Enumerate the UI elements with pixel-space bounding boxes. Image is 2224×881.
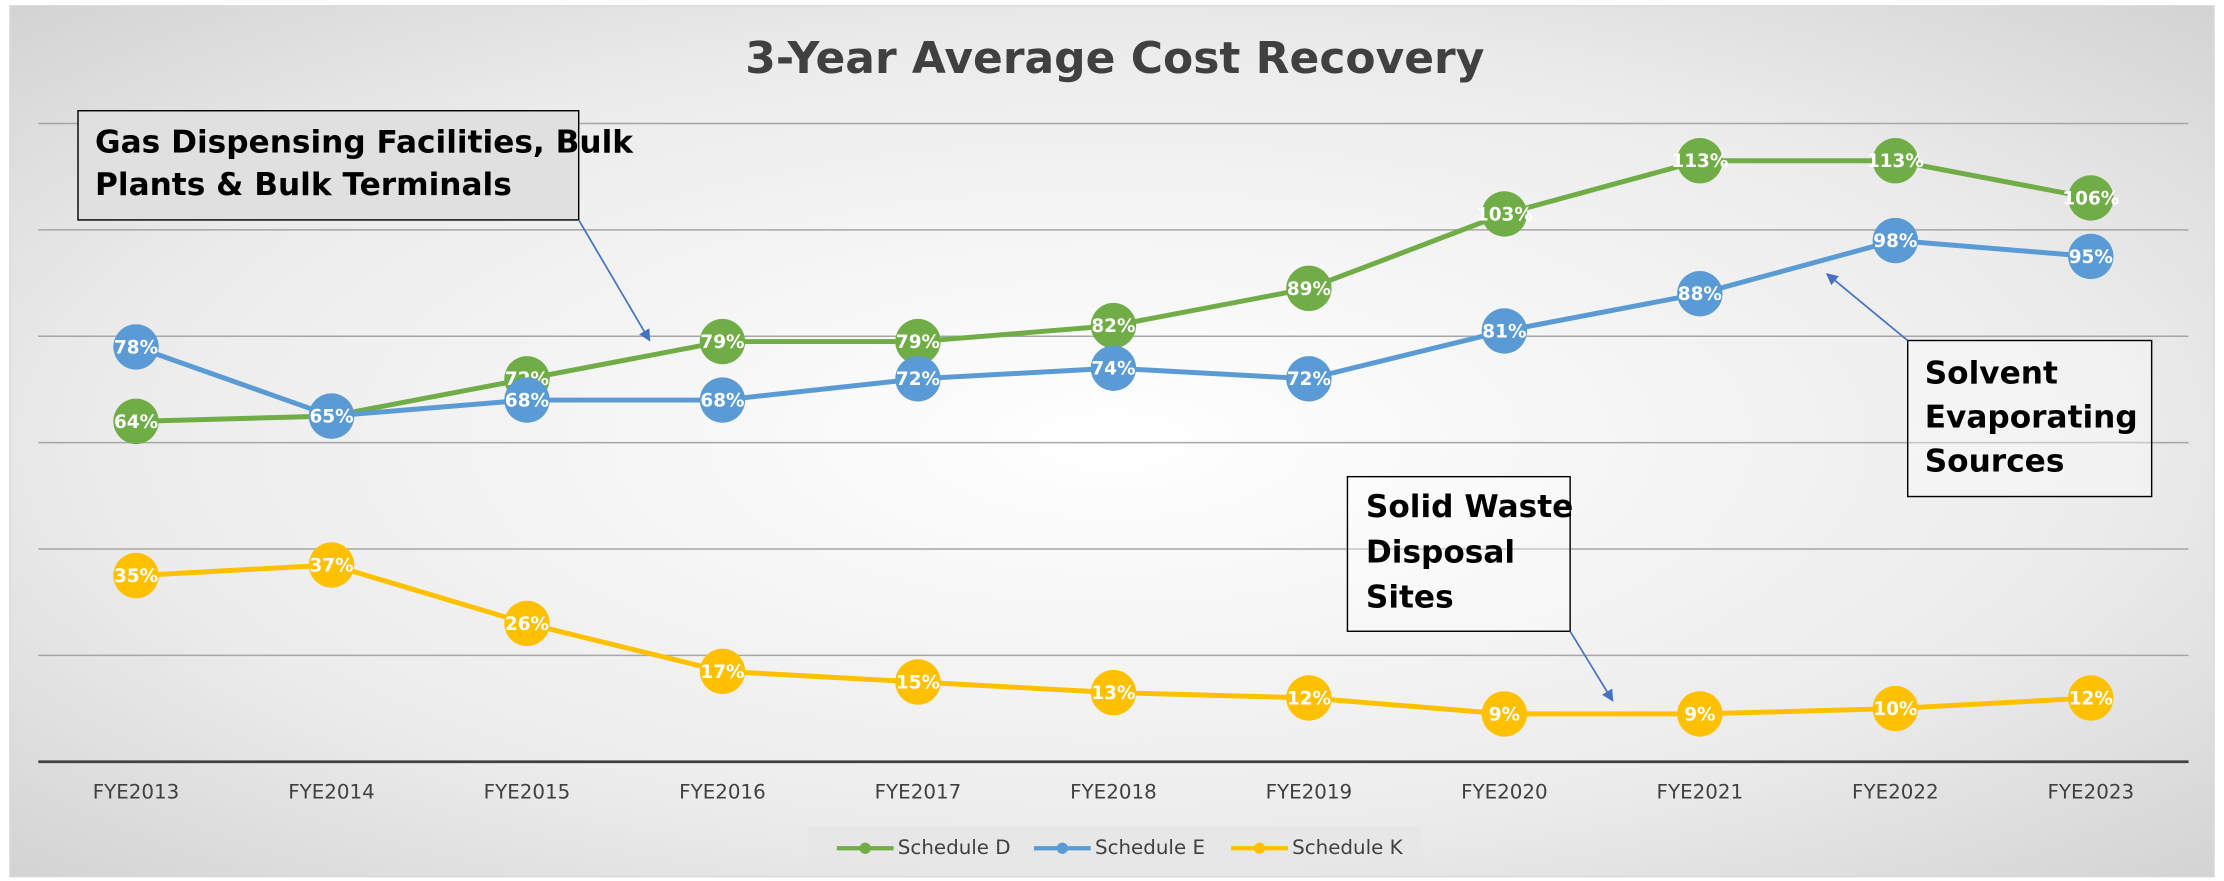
x-tick-label: FYE2020 <box>1461 780 1548 803</box>
data-point <box>1872 217 1919 264</box>
legend-label: Schedule D <box>898 836 1011 859</box>
data-label: 82% <box>1091 316 1135 337</box>
legend-label: Schedule K <box>1292 836 1403 859</box>
data-label: 9% <box>1684 704 1715 725</box>
legend-marker <box>1056 842 1069 854</box>
data-label: 72% <box>896 369 940 390</box>
annotation-text: Solvent <box>1925 356 2058 392</box>
data-label: 81% <box>1482 321 1526 342</box>
data-label: 103% <box>1476 204 1533 225</box>
data-point <box>113 398 159 445</box>
annotation-arrow <box>1825 273 1909 342</box>
annotation-box <box>1346 475 1571 632</box>
data-point <box>1090 302 1137 349</box>
data-label: 79% <box>896 332 940 353</box>
data-point <box>699 377 746 423</box>
data-point <box>1286 265 1332 312</box>
annotation-text: Gas Dispensing Facilities, Bulk <box>95 124 634 160</box>
data-label: 106% <box>2062 188 2119 209</box>
data-label: 113% <box>1671 151 1728 172</box>
legend-label: Schedule E <box>1095 836 1205 859</box>
data-label: 68% <box>700 390 744 411</box>
x-tick-label: FYE2013 <box>93 780 180 803</box>
x-tick-label: FYE2018 <box>1070 780 1157 803</box>
data-label: 88% <box>1678 284 1722 305</box>
data-label: 35% <box>114 566 158 587</box>
data-point <box>1872 685 1919 732</box>
legend-box <box>808 827 1422 870</box>
data-label: 65% <box>309 406 353 427</box>
data-point <box>113 324 159 370</box>
data-point <box>1090 345 1137 391</box>
data-label: 15% <box>896 672 940 693</box>
data-point <box>1286 356 1332 402</box>
data-label: 89% <box>1287 279 1331 300</box>
data-point <box>113 552 159 599</box>
data-point <box>1090 669 1137 716</box>
chart-title: 3-Year Average Cost Recovery <box>745 33 1484 84</box>
data-point <box>2068 233 2114 280</box>
x-tick-label: FYE2022 <box>1852 780 1939 803</box>
data-point <box>1677 691 1723 737</box>
data-label: 64% <box>114 412 158 433</box>
data-point <box>2068 175 2114 221</box>
data-point <box>308 542 355 588</box>
data-point <box>895 659 941 705</box>
annotation-arrow <box>1569 630 1614 702</box>
data-point <box>1481 691 1528 737</box>
data-label: 72% <box>1287 369 1331 390</box>
x-tick-label: FYE2019 <box>1266 780 1353 803</box>
data-label: 17% <box>700 662 744 683</box>
data-label: 13% <box>1091 683 1135 704</box>
x-tick-label: FYE2014 <box>288 780 375 803</box>
data-label: 74% <box>1091 359 1135 380</box>
data-label: 26% <box>505 614 549 635</box>
data-point <box>895 356 941 402</box>
annotation-text: Disposal <box>1366 534 1515 570</box>
legend-marker <box>1253 842 1266 854</box>
x-tick-label: FYE2023 <box>2048 780 2135 803</box>
annotation-text: Sites <box>1366 580 1454 616</box>
data-point <box>1481 308 1528 354</box>
data-point <box>308 393 355 439</box>
data-point <box>2068 675 2114 721</box>
annotation-text: Evaporating <box>1925 400 2138 436</box>
legend-marker <box>859 842 871 854</box>
data-point <box>699 318 746 365</box>
data-label: 9% <box>1489 704 1520 725</box>
data-point <box>699 648 746 695</box>
x-tick-label: FYE2016 <box>679 780 766 803</box>
data-label: 79% <box>700 332 744 353</box>
data-label: 95% <box>2069 247 2113 268</box>
data-point <box>504 377 550 423</box>
data-point <box>1677 138 1723 184</box>
data-point <box>504 600 550 647</box>
annotation-text: Solid Waste <box>1366 489 1573 525</box>
annotation-box <box>1906 339 2153 498</box>
x-tick-label: FYE2021 <box>1657 780 1744 803</box>
annotation-text: Sources <box>1925 443 2065 479</box>
data-label: 12% <box>1287 688 1331 709</box>
x-tick-label: FYE2015 <box>484 780 571 803</box>
annotation-text: Plants & Bulk Terminals <box>95 167 512 203</box>
data-point <box>1677 271 1723 317</box>
data-label: 98% <box>1873 231 1917 252</box>
data-label: 68% <box>505 390 549 411</box>
data-point <box>1872 138 1919 184</box>
data-label: 78% <box>114 337 158 358</box>
data-point <box>895 318 941 365</box>
data-label: 12% <box>2069 688 2113 709</box>
x-tick-label: FYE2017 <box>875 780 962 803</box>
annotation-arrow <box>577 219 651 342</box>
data-label: 10% <box>1873 699 1917 720</box>
data-label: 113% <box>1867 151 1924 172</box>
data-point <box>1481 191 1528 237</box>
data-label: 37% <box>309 555 353 576</box>
annotation-box <box>77 110 580 221</box>
data-point <box>1286 675 1332 721</box>
